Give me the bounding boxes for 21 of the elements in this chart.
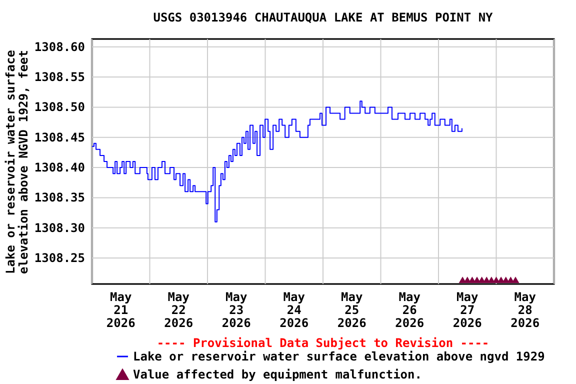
y-tick-label: 1308.50 [34, 100, 85, 114]
y-tick-label: 1308.25 [34, 251, 85, 266]
y-tick-label: 1308.60 [34, 40, 85, 54]
x-tick-label: May 21 2026 [106, 290, 136, 330]
y-tick-label: 1308.40 [34, 160, 85, 175]
x-tick-label: May 24 2026 [280, 290, 309, 330]
y-tick-label: 1308.35 [34, 190, 85, 205]
x-tick-label: May 25 2026 [337, 290, 366, 330]
text: ---- Provisional Data Subject to Revision ---- [156, 336, 490, 350]
chart-title: USGS 03013946 CHAUTAUQUA LAKE AT BEMUS POINT NY [153, 10, 494, 24]
x-tick-label: May 28 2026 [510, 290, 540, 330]
legend-label: Lake or reservoir water surface elevation above ngvd 1929 [133, 350, 545, 364]
x-tick-label: May 22 2026 [164, 290, 194, 330]
y-axis-title: Lake or reservoir water surface elevation above NGVD 1929, feet [4, 50, 30, 274]
y-tick-label: 1308.55 [34, 70, 85, 84]
x-tick-label: May 27 2026 [452, 290, 482, 330]
x-tick-label: May 26 2026 [395, 290, 424, 330]
y-tick-label: 1308.30 [34, 220, 85, 235]
x-tick-label: May 23 2026 [222, 290, 251, 330]
y-tick-label: 1308.45 [34, 130, 85, 144]
legend-label: Value affected by equipment malfunction. [133, 368, 422, 382]
